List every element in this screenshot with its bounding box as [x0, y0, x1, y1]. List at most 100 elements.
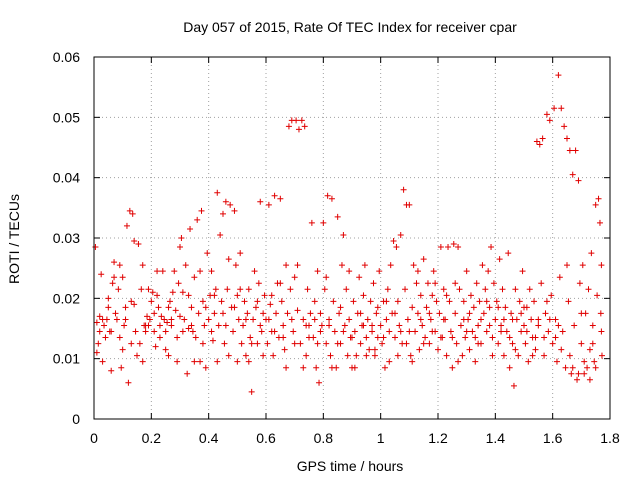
data-point — [92, 244, 99, 251]
data-point — [506, 334, 513, 341]
data-point — [509, 316, 516, 323]
data-point — [532, 334, 539, 341]
x-tick-label: 0.4 — [199, 430, 219, 446]
data-point — [452, 280, 459, 287]
data-point — [539, 135, 546, 142]
data-point — [541, 352, 548, 359]
data-point — [558, 105, 565, 112]
data-point — [455, 358, 462, 365]
data-point — [105, 304, 112, 311]
data-point — [208, 328, 215, 335]
data-point — [440, 316, 447, 323]
data-point — [142, 322, 149, 329]
data-point — [571, 322, 578, 329]
data-point — [546, 117, 553, 124]
data-point — [569, 171, 576, 178]
data-point — [139, 262, 146, 269]
data-point — [202, 364, 209, 371]
data-point — [341, 322, 348, 329]
data-point — [470, 304, 477, 311]
data-point — [327, 352, 334, 359]
data-point — [598, 352, 605, 359]
data-point — [552, 316, 559, 323]
y-axis-label: ROTI / TECUs — [6, 194, 22, 284]
data-point — [208, 268, 215, 275]
data-point — [162, 328, 169, 335]
data-point — [291, 340, 298, 347]
data-point — [230, 328, 237, 335]
data-point — [525, 358, 532, 365]
data-point — [128, 298, 135, 305]
data-point — [129, 210, 136, 217]
data-point — [175, 280, 182, 287]
data-point — [417, 292, 424, 299]
data-point — [231, 207, 238, 214]
data-point — [592, 364, 599, 371]
data-point — [313, 364, 320, 371]
data-point — [371, 352, 378, 359]
data-point — [177, 313, 183, 320]
data-point — [505, 250, 512, 257]
data-point — [396, 322, 403, 329]
data-point — [225, 352, 232, 359]
data-point — [574, 376, 581, 383]
data-point — [324, 192, 331, 199]
data-point — [436, 310, 443, 317]
data-point — [512, 286, 519, 293]
data-point — [134, 352, 140, 359]
data-point — [449, 364, 456, 371]
y-tick-label: 0.01 — [53, 351, 80, 367]
data-point — [380, 334, 387, 341]
data-point — [237, 286, 244, 293]
data-point — [311, 316, 318, 323]
data-point — [486, 322, 493, 329]
data-point — [199, 340, 206, 347]
data-point — [222, 322, 229, 329]
data-point — [429, 328, 436, 335]
data-point — [592, 201, 599, 208]
data-point — [98, 271, 105, 278]
data-point — [222, 198, 229, 205]
data-point — [591, 358, 598, 365]
data-point — [367, 298, 374, 305]
data-point — [187, 225, 194, 232]
data-point — [518, 328, 525, 335]
data-point — [96, 313, 103, 320]
data-point — [155, 304, 162, 311]
data-point — [575, 370, 582, 377]
data-point — [314, 268, 321, 275]
data-point — [460, 316, 467, 323]
data-point — [384, 286, 391, 293]
data-point — [542, 310, 549, 317]
data-point — [273, 310, 280, 317]
data-point — [119, 274, 126, 281]
data-point — [406, 328, 413, 335]
data-point — [242, 316, 249, 323]
data-point — [304, 286, 311, 293]
data-point — [189, 328, 196, 335]
data-point — [165, 304, 172, 311]
data-point — [95, 340, 102, 347]
data-point — [357, 310, 364, 317]
data-point — [564, 262, 570, 269]
data-point — [238, 340, 245, 347]
data-point — [559, 328, 566, 335]
data-point — [489, 334, 496, 341]
data-point — [561, 123, 568, 130]
plot-frame — [93, 56, 611, 420]
data-point — [568, 370, 575, 377]
data-point — [558, 346, 565, 353]
data-point — [553, 358, 560, 365]
data-point — [406, 201, 413, 208]
data-point — [93, 349, 100, 356]
data-point — [308, 219, 315, 226]
data-point — [449, 334, 456, 341]
data-point — [417, 316, 424, 323]
data-point — [146, 316, 153, 323]
data-point — [363, 352, 370, 359]
data-point — [402, 286, 409, 293]
data-point — [265, 201, 272, 208]
data-point — [588, 250, 595, 257]
data-point — [135, 241, 142, 248]
data-point — [483, 328, 490, 335]
